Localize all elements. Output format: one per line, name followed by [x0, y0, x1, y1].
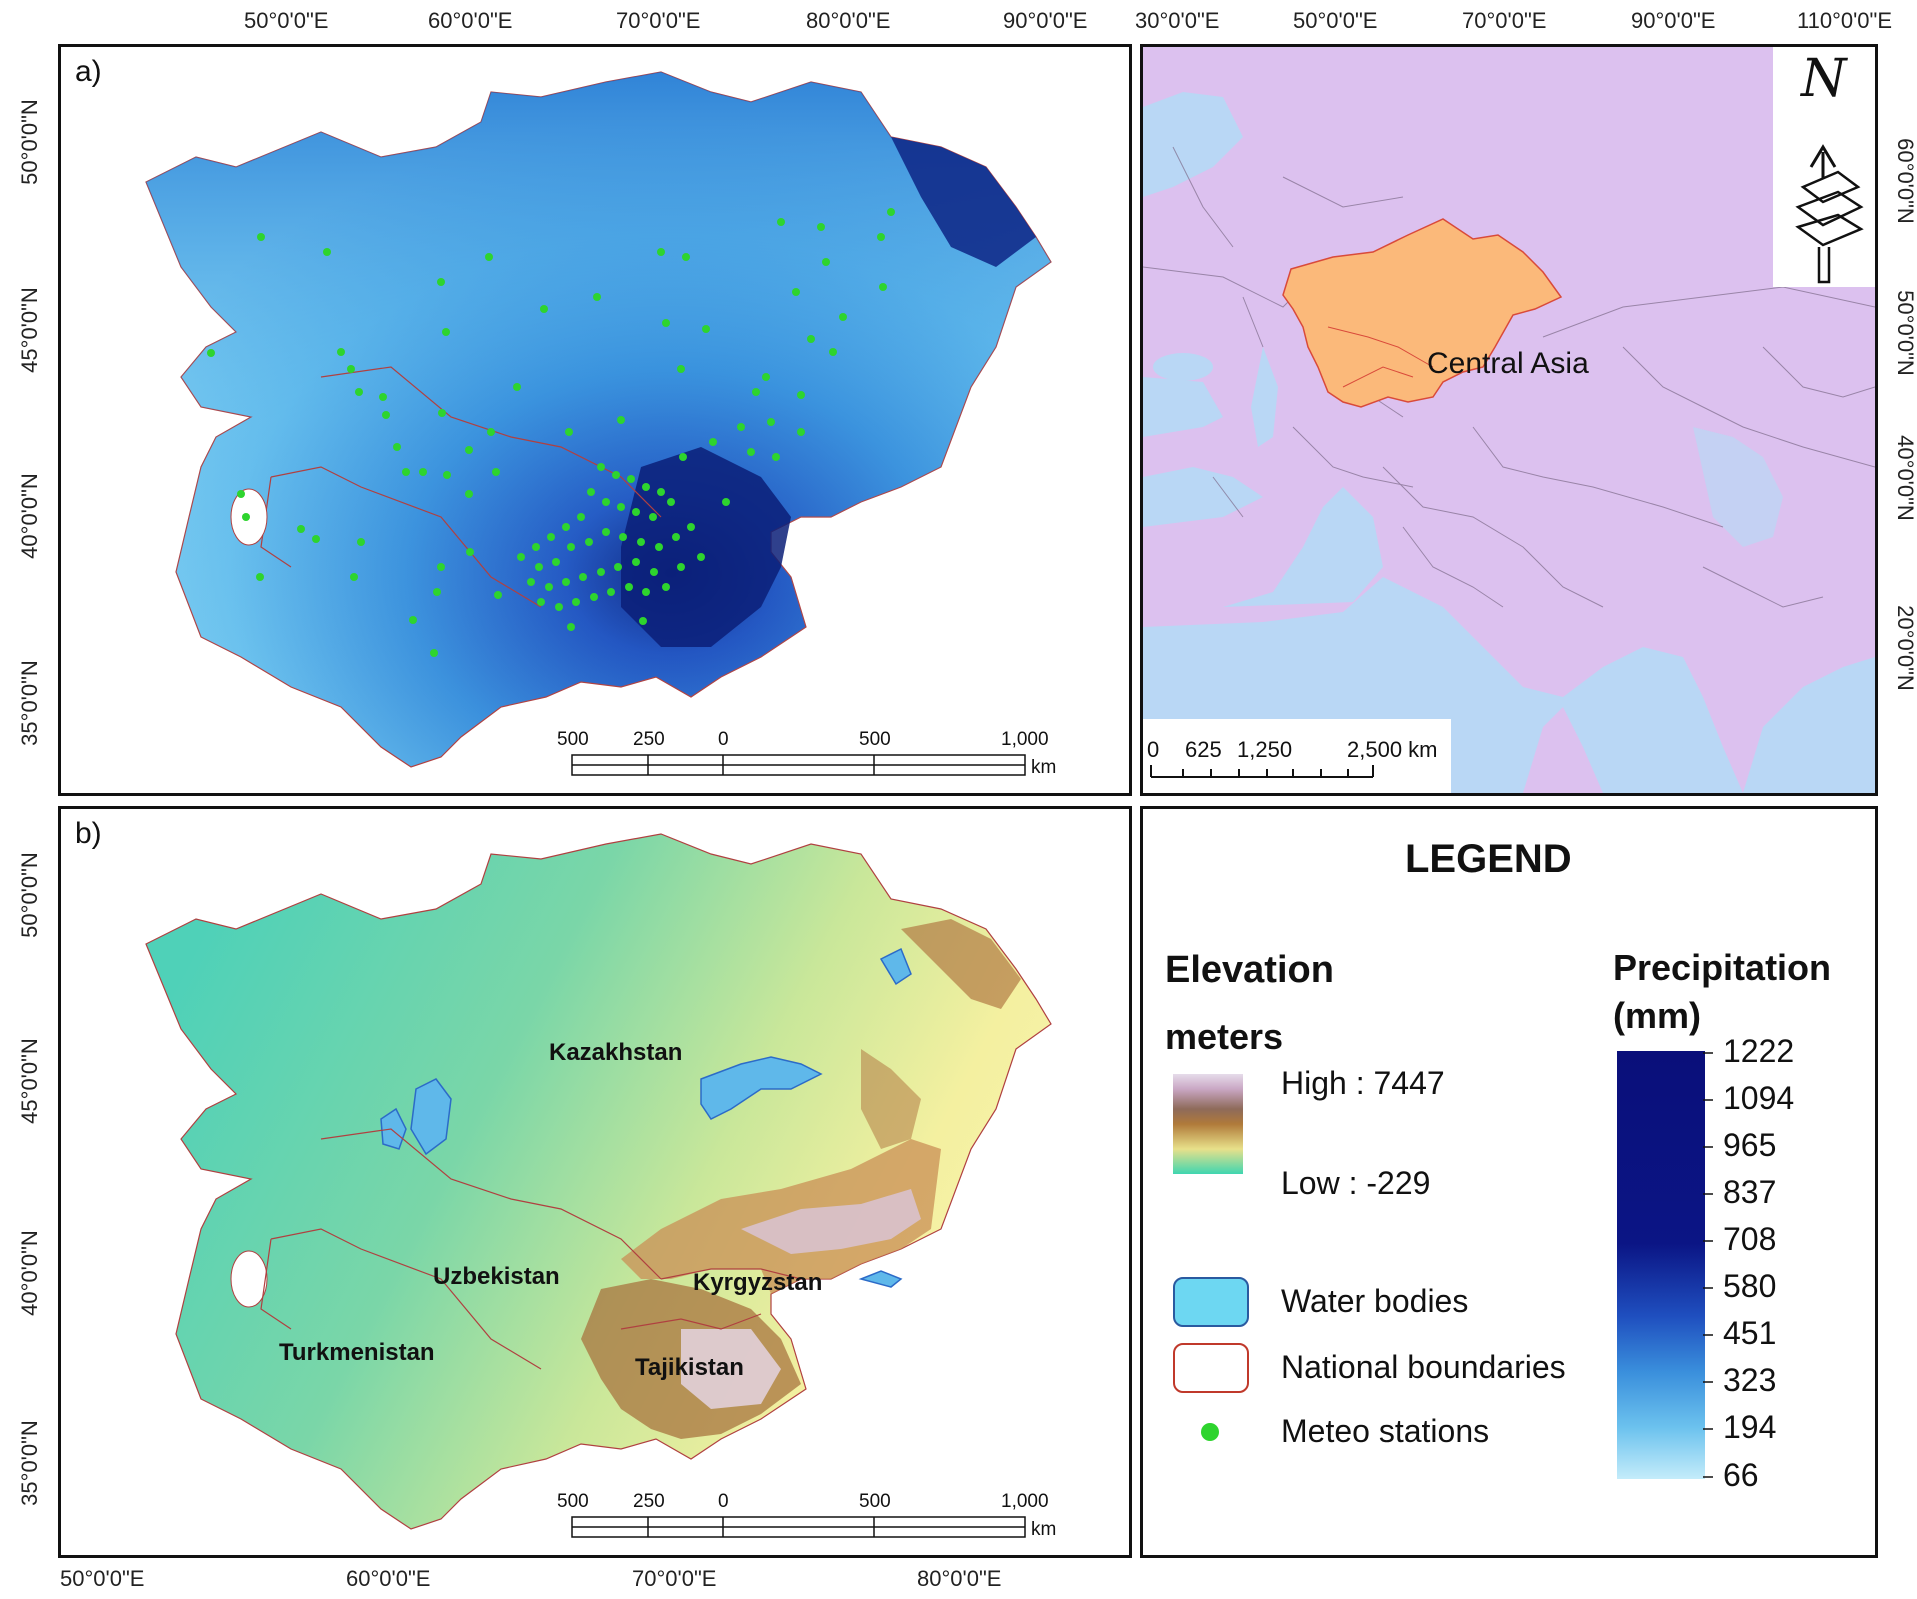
precip-tick-4: 837 — [1723, 1174, 1777, 1210]
panel-a-lon-1: 50°0'0"E — [244, 8, 329, 33]
elevation-low-label: Low : -229 — [1281, 1165, 1431, 1201]
precip-tick-1: 1222 — [1723, 1033, 1795, 1069]
country-label-kyrgyzstan: Kyrgyzstan — [693, 1269, 823, 1296]
panel-b-scale-tick-5: 1,000 — [1001, 1491, 1049, 1512]
precip-tick-6: 580 — [1723, 1268, 1777, 1304]
panel-a-lat-1: 50°0'0"N — [17, 99, 42, 185]
panel-b-lon-4: 80°0'0"E — [917, 1566, 1002, 1591]
inset-lon-4: 90°0'0"E — [1631, 8, 1716, 33]
precip-tick-5: 708 — [1723, 1221, 1777, 1257]
panel-a-lon-4: 80°0'0"E — [806, 8, 891, 33]
elevation-unit: meters — [1165, 1016, 1284, 1057]
panel-a-lat-2: 45°0'0"N — [17, 287, 42, 373]
inset-lat-1: 60°0'0"N — [1893, 138, 1917, 224]
precip-tick-8: 323 — [1723, 1362, 1777, 1398]
country-label-tajikistan: Tajikistan — [635, 1354, 744, 1381]
meteo-station-dot-icon — [1201, 1423, 1219, 1441]
inset-lon-3: 70°0'0"E — [1462, 8, 1547, 33]
inset-lon-2: 50°0'0"E — [1293, 8, 1378, 33]
water-bodies-swatch — [1173, 1277, 1249, 1327]
national-boundaries-label: National boundaries — [1281, 1349, 1566, 1385]
panel-a-scale-unit: km — [1031, 757, 1057, 778]
country-label-kazakhstan: Kazakhstan — [549, 1039, 683, 1066]
precipitation-ramp-ticks — [1703, 1052, 1713, 1478]
central-asia-label: Central Asia — [1427, 347, 1589, 380]
panel-a-precipitation-map: a) — [58, 44, 1132, 796]
inset-locator-map: N Central Asia 0 625 1,250 2,500 km — [1140, 44, 1878, 796]
precip-tick-2: 1094 — [1723, 1080, 1795, 1116]
panel-a-scale-tick-2: 250 — [633, 729, 665, 750]
panel-a-lat-4: 35°0'0"N — [17, 660, 42, 746]
inset-lon-1: 30°0'0"E — [1135, 8, 1220, 33]
panel-b-scale-tick-1: 500 — [557, 1491, 589, 1512]
panel-b-scale-tick-4: 500 — [859, 1491, 891, 1512]
panel-b-elevation-map: b) Kazakhstan Uzbekistan Kyrgyzstan Turk… — [58, 806, 1132, 1558]
legend-title: LEGEND — [1405, 837, 1572, 881]
panel-a-lon-3: 70°0'0"E — [616, 8, 701, 33]
water-bodies-label: Water bodies — [1281, 1283, 1469, 1319]
inset-lat-2: 50°0'0"N — [1893, 290, 1917, 376]
precip-tick-3: 965 — [1723, 1127, 1777, 1163]
panel-b-lat-3: 40°0'0"N — [17, 1230, 42, 1316]
inset-lat-4: 20°0'0"N — [1893, 605, 1917, 691]
panel-a-lat-3: 40°0'0"N — [17, 473, 42, 559]
panel-a-lon-2: 60°0'0"E — [428, 8, 513, 33]
inset-lon-5: 110°0'0"E — [1797, 8, 1893, 33]
panel-a-scale-tick-3: 0 — [718, 729, 729, 750]
national-boundaries-swatch — [1173, 1343, 1249, 1393]
elevation-color-ramp — [1173, 1074, 1243, 1174]
elevation-map-svg — [145, 833, 1052, 1530]
panel-b-lon-3: 70°0'0"E — [632, 1566, 717, 1591]
north-arrow-letter: N — [1801, 49, 1847, 109]
precip-tick-7: 451 — [1723, 1315, 1777, 1351]
panel-b-lon-1: 50°0'0"E — [60, 1566, 145, 1591]
inset-scale-tick-3: 1,250 — [1237, 737, 1293, 762]
panel-a-scale-bar — [571, 754, 1026, 776]
panel-b-lat-4: 35°0'0"N — [17, 1420, 42, 1506]
country-label-turkmenistan: Turkmenistan — [279, 1339, 435, 1366]
panel-b-scale-unit: km — [1031, 1519, 1057, 1540]
precip-tick-10: 66 — [1723, 1457, 1759, 1493]
panel-a-label: a) — [75, 55, 102, 88]
precipitation-unit: (mm) — [1613, 995, 1701, 1036]
inset-scale-tick-1: 0 — [1147, 737, 1160, 762]
panel-b-scale-tick-3: 0 — [718, 1491, 729, 1512]
precip-tick-9: 194 — [1723, 1409, 1777, 1445]
panel-b-scale-tick-2: 250 — [633, 1491, 665, 1512]
inset-lat-3: 40°0'0"N — [1893, 435, 1917, 521]
inset-scale-tick-2: 625 — [1185, 737, 1222, 762]
panel-b-lat-1: 50°0'0"N — [17, 852, 42, 938]
inset-country-borders — [1143, 146, 1875, 608]
precipitation-color-ramp — [1617, 1051, 1705, 1479]
inset-map-svg — [1143, 47, 1875, 793]
legend-panel: LEGEND Elevation meters High : 7447 Low … — [1140, 806, 1878, 1558]
panel-a-lon-5: 90°0'0"E — [1003, 8, 1088, 33]
precipitation-map-svg — [145, 71, 1052, 768]
meteo-station-dots — [207, 208, 895, 657]
inset-central-asia-region — [1282, 218, 1563, 408]
precipitation-title: Precipitation — [1613, 947, 1832, 988]
elevation-title: Elevation — [1165, 949, 1334, 991]
inset-scale-tick-4: 2,500 km — [1347, 737, 1438, 762]
panel-a-scale-tick-5: 1,000 — [1001, 729, 1049, 750]
panel-b-scale-bar — [571, 1516, 1026, 1538]
panel-a-scale-tick-1: 500 — [557, 729, 589, 750]
panel-a-scale-tick-4: 500 — [859, 729, 891, 750]
panel-b-lat-2: 45°0'0"N — [17, 1038, 42, 1124]
elevation-high-label: High : 7447 — [1281, 1065, 1445, 1101]
meteo-stations-label: Meteo stations — [1281, 1413, 1490, 1449]
panel-b-lon-2: 60°0'0"E — [346, 1566, 431, 1591]
panel-b-label: b) — [75, 817, 102, 850]
central-asia-elevation-shape — [145, 833, 1052, 1530]
country-label-uzbekistan: Uzbekistan — [433, 1263, 560, 1290]
